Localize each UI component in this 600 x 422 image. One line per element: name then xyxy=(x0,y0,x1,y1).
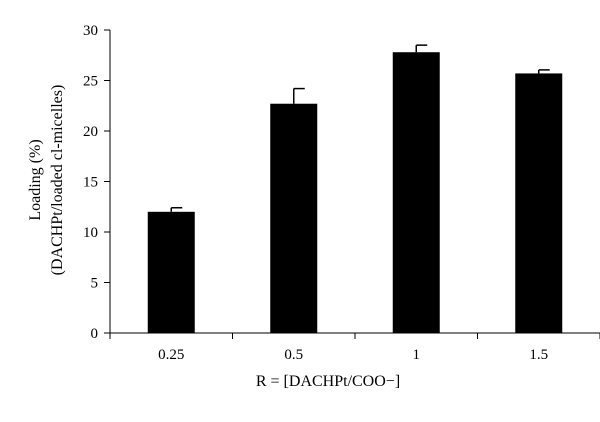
x-axis-ticks: 0.25 0.5 1 1.5 xyxy=(109,333,600,363)
bar xyxy=(147,211,195,333)
y-tick-label: 25 xyxy=(83,74,98,90)
y-axis-label-line1: Loading (%) xyxy=(27,139,44,220)
x-tick-label: 1 xyxy=(413,347,421,363)
y-tick-label: 10 xyxy=(83,225,98,241)
y-tick-label: 5 xyxy=(91,276,99,292)
y-tick-label: 20 xyxy=(83,124,98,140)
y-tick-label: 0 xyxy=(91,326,99,342)
x-tick-label: 1.5 xyxy=(529,347,548,363)
error-bars xyxy=(170,44,550,212)
y-tick-label: 15 xyxy=(83,175,98,191)
x-tick-label: 0.25 xyxy=(158,347,184,363)
y-axis-label-line2: (DACHPt/loaded cl-micelles) xyxy=(49,85,66,276)
y-axis-ticks: 0 5 10 15 20 25 30 xyxy=(83,23,110,342)
x-tick-label: 0.5 xyxy=(284,347,303,363)
bar xyxy=(515,73,563,334)
bar xyxy=(392,52,440,333)
bars xyxy=(147,52,563,334)
y-tick-label: 30 xyxy=(83,23,98,39)
bar xyxy=(270,103,318,333)
x-axis-label: R = [DACHPt/COO−] xyxy=(256,373,400,390)
